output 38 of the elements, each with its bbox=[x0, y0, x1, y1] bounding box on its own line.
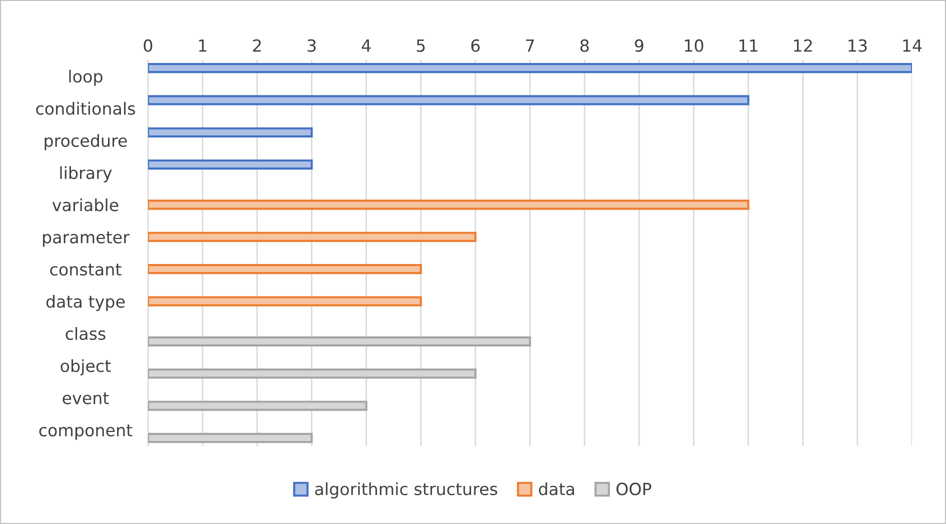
x-tick-label: 13 bbox=[848, 39, 867, 52]
x-tick-label: 9 bbox=[634, 39, 644, 52]
x-tick-label: 10 bbox=[684, 39, 704, 52]
y-tick-label: data type bbox=[46, 294, 125, 312]
legend-label: algorithmic structures bbox=[315, 482, 498, 499]
y-tick-label: component bbox=[39, 424, 132, 440]
y-tick-label: library bbox=[60, 166, 112, 182]
y-tick-label: parameter bbox=[43, 232, 130, 247]
bar bbox=[148, 296, 422, 306]
legend-label: data bbox=[538, 482, 574, 496]
bar bbox=[148, 232, 476, 242]
x-tick-label: 7 bbox=[526, 40, 534, 52]
x-tick-label: 6 bbox=[471, 39, 480, 52]
y-tick-label: constant bbox=[50, 264, 122, 276]
y-tick-label: event bbox=[62, 392, 109, 404]
x-tick-label: 5 bbox=[416, 40, 425, 52]
legend-label: OOP bbox=[616, 482, 652, 496]
x-tick-label: 14 bbox=[903, 40, 922, 52]
x-tick-label: 12 bbox=[794, 39, 812, 52]
x-tick-label: 2 bbox=[253, 39, 261, 52]
y-tick-label: object bbox=[60, 359, 111, 376]
bar bbox=[148, 95, 750, 106]
x-tick-label: 0 bbox=[144, 39, 152, 52]
bar bbox=[148, 200, 750, 210]
bar bbox=[148, 127, 313, 138]
bar bbox=[148, 264, 422, 274]
y-tick-label: procedure bbox=[44, 134, 127, 150]
bar bbox=[148, 62, 912, 74]
x-tick-label: 3 bbox=[308, 39, 316, 52]
x-tick-label: 11 bbox=[740, 40, 758, 52]
y-tick-label: conditionals bbox=[36, 102, 135, 115]
y-tick-label: variable bbox=[52, 198, 118, 212]
x-tick-label: 1 bbox=[199, 40, 206, 52]
y-tick-label: class bbox=[66, 327, 106, 340]
x-tick-label: 8 bbox=[580, 39, 589, 52]
x-tick-label: 4 bbox=[362, 40, 371, 52]
bar bbox=[148, 159, 313, 170]
y-tick-label: loop bbox=[69, 70, 102, 86]
